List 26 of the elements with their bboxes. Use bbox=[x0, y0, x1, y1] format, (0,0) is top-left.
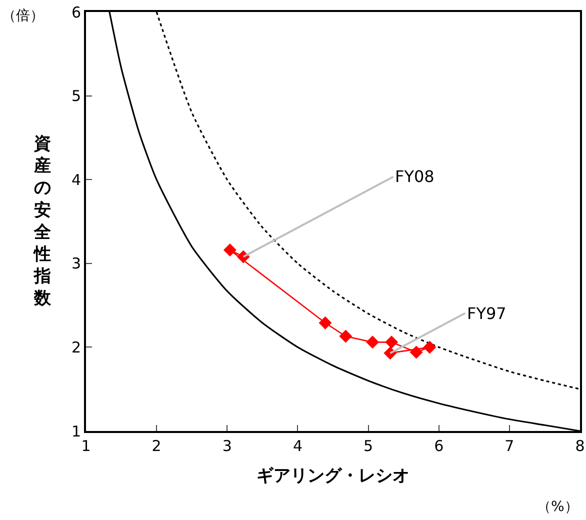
text: （倍） bbox=[2, 8, 44, 24]
y-tick-label: 3 bbox=[71, 254, 81, 273]
point bbox=[366, 336, 380, 349]
text: （%） bbox=[537, 499, 578, 515]
x-tick-label: 4 bbox=[292, 437, 302, 455]
y-axis-title: 資産の安全性指数 bbox=[33, 134, 52, 309]
x-tick-label: 8 bbox=[575, 437, 585, 455]
y-tick-label: 5 bbox=[71, 87, 81, 106]
x-tick-label: 3 bbox=[222, 437, 232, 455]
x-tick-label: 6 bbox=[434, 437, 444, 455]
point bbox=[339, 330, 352, 343]
point bbox=[385, 336, 398, 349]
annotation: FY97 bbox=[467, 304, 506, 323]
point bbox=[223, 243, 236, 256]
x-axis-title: ギアリング・レシオ bbox=[256, 466, 410, 486]
x-tick-label: 2 bbox=[152, 437, 162, 455]
point bbox=[410, 346, 423, 359]
y-tick-label: 2 bbox=[71, 338, 81, 356]
y-tick-label: 4 bbox=[71, 170, 81, 189]
x-tick-label: 7 bbox=[504, 437, 514, 455]
x-tick-label: 5 bbox=[364, 437, 374, 455]
point bbox=[423, 340, 436, 354]
y-tick-label: 1 bbox=[71, 422, 81, 440]
y-tick-label: 6 bbox=[71, 3, 81, 22]
annotation: FY08 bbox=[395, 167, 434, 186]
point bbox=[318, 316, 332, 330]
